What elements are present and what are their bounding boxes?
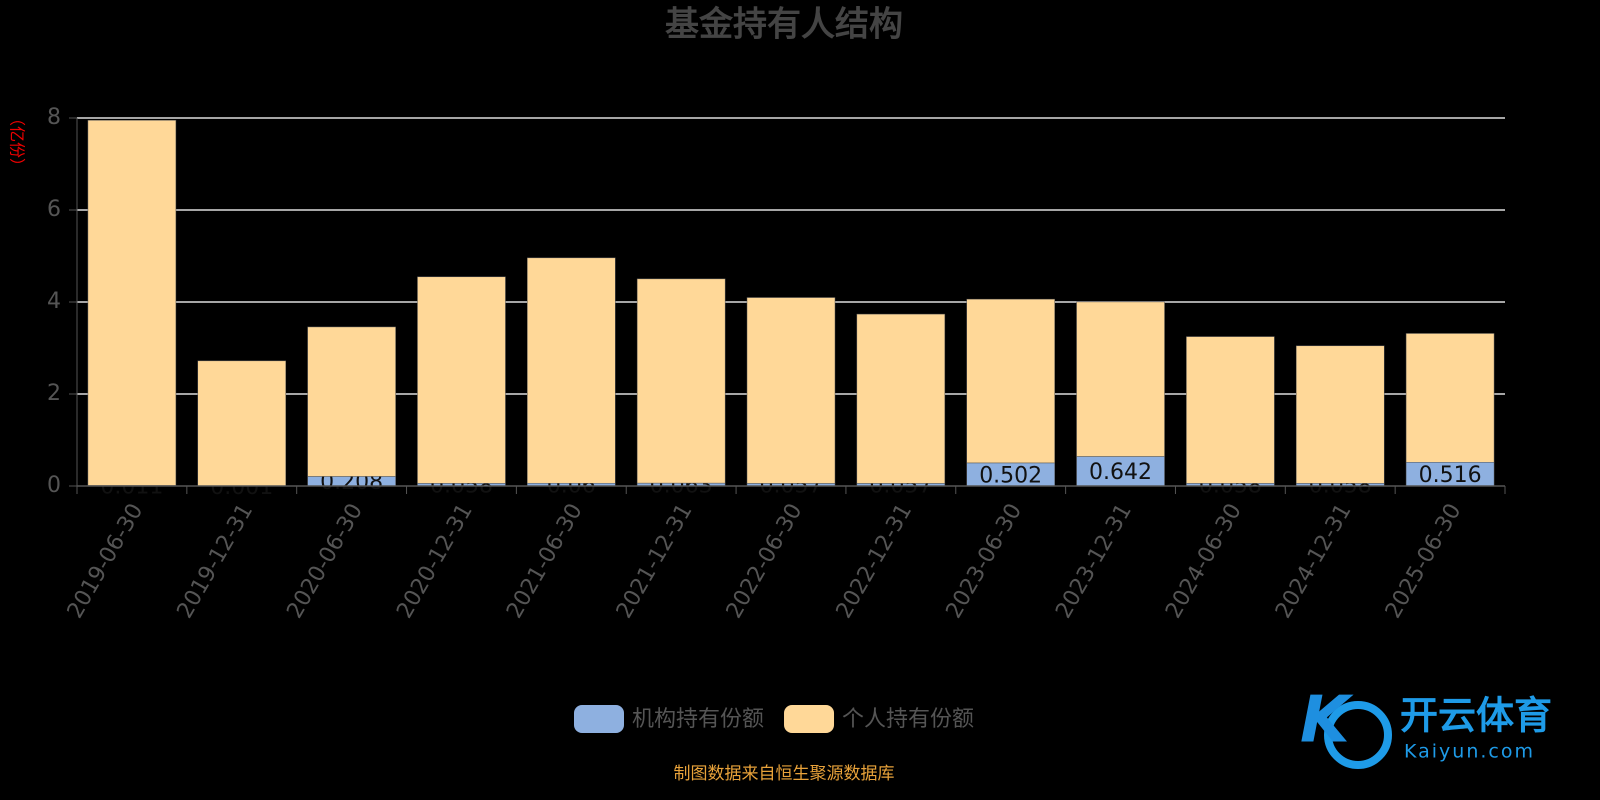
chart-title: 基金持有人结构	[665, 5, 903, 45]
y-tick-label: 4	[47, 289, 61, 314]
logo-letter: K	[1300, 684, 1354, 758]
y-tick-label: 2	[47, 381, 61, 406]
legend-label: 个人持有份额	[842, 707, 974, 732]
bar-segment	[1076, 301, 1165, 457]
y-axis-label: （亿份）	[8, 110, 27, 174]
bar-segment	[197, 360, 287, 487]
logo-icon	[1324, 701, 1392, 769]
bar-segment	[746, 297, 836, 484]
bar-segment	[527, 257, 616, 484]
bar-segment	[966, 298, 1055, 464]
value-label: 0.642	[1089, 460, 1152, 485]
bar-segment	[87, 120, 177, 486]
source-note: 制图数据来自恒生聚源数据库	[674, 764, 895, 784]
value-label: 0.502	[979, 463, 1042, 488]
y-tick-label: 8	[47, 105, 61, 130]
bar-segment	[417, 276, 506, 484]
watermark-brand: 开云体育	[1400, 694, 1552, 738]
y-tick-label: 6	[47, 197, 61, 222]
bar-segment	[307, 326, 396, 477]
watermark: K 开云体育 Kaiyun.com	[1300, 684, 1552, 769]
bar-segment	[1076, 456, 1165, 487]
bar-segment	[1295, 345, 1385, 484]
legend-label: 机构持有份额	[632, 707, 764, 732]
bar-segment	[636, 278, 726, 484]
bar-segment	[1405, 333, 1495, 463]
legend-swatch	[784, 705, 835, 733]
bar-segment	[856, 313, 946, 484]
y-tick-label: 0	[47, 473, 61, 498]
watermark-url: Kaiyun.com	[1404, 741, 1535, 763]
bar-segment	[1186, 336, 1275, 484]
value-label: 0.516	[1419, 463, 1482, 488]
legend-swatch	[574, 705, 624, 733]
